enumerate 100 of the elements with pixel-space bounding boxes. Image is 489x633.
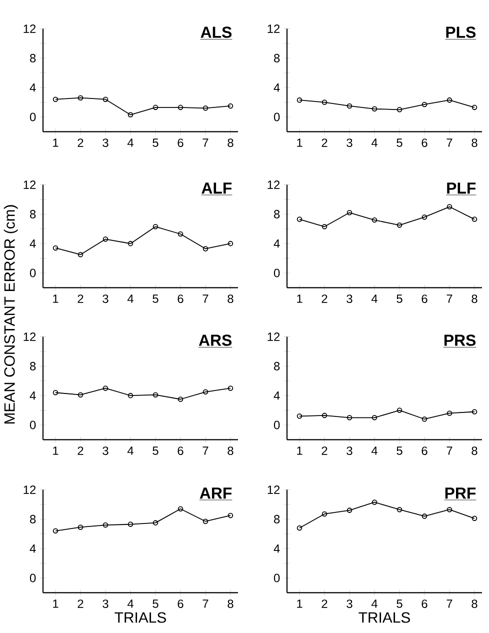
chart-title: PRF: [445, 488, 476, 499]
x-tick-label: 4: [371, 600, 378, 608]
y-tick-label: 8: [30, 514, 36, 524]
x-tick-label: 1: [297, 138, 302, 147]
point: [422, 416, 428, 422]
x-tick-label: 4: [127, 138, 134, 147]
x-tick-label: 6: [422, 294, 428, 304]
point: [446, 97, 452, 103]
y-tick-label: 0: [30, 574, 36, 582]
point: [372, 415, 378, 420]
point: [102, 386, 108, 391]
x-tick-label: 8: [472, 446, 478, 456]
point: [202, 106, 208, 111]
y-tick-label: 0: [274, 574, 280, 582]
point: [446, 410, 452, 416]
x-tick-label: 2: [78, 600, 84, 608]
y-tick-label: 4: [30, 544, 36, 553]
y-tick-label: 12: [24, 332, 36, 341]
point: [102, 522, 108, 528]
point: [78, 95, 84, 101]
point: [78, 524, 84, 530]
x-tick-label: 3: [102, 294, 108, 304]
x-tick-label: 1: [53, 446, 58, 455]
y-tick-label: 4: [274, 83, 280, 92]
y-tick-label: 4: [274, 544, 280, 553]
y-tick-label: 12: [268, 486, 280, 494]
point: [152, 224, 158, 230]
y-tick-label: 0: [30, 420, 36, 430]
x-tick-label: 8: [472, 138, 478, 148]
x-tick-label: 5: [152, 294, 158, 303]
y-tick-label: 12: [24, 486, 36, 494]
x-tick-label: 3: [102, 446, 108, 456]
point: [372, 500, 378, 505]
point: [446, 204, 452, 210]
x-tick-label: 7: [446, 138, 452, 147]
x-tick-label: 7: [446, 294, 452, 303]
y-tick-label: 0: [274, 268, 280, 278]
x-tick-label: 8: [472, 600, 478, 608]
point: [396, 222, 402, 228]
chart-title: ARF: [200, 488, 232, 499]
x-tick-label: 5: [396, 600, 402, 608]
x-tick-label: 6: [178, 600, 184, 608]
x-tick-label: 1: [297, 600, 302, 608]
point: [346, 508, 352, 513]
y-tick-label: 12: [24, 180, 36, 189]
x-tick-label: 7: [202, 294, 208, 303]
point: [422, 214, 428, 220]
point: [346, 210, 352, 216]
y-tick-label: 8: [274, 362, 280, 370]
x-axis-title: TRIALS: [114, 612, 166, 623]
point: [152, 104, 158, 110]
y-tick-label: 12: [268, 180, 280, 189]
point: [152, 392, 158, 398]
chart-title: ALF: [202, 182, 232, 194]
point: [422, 514, 428, 519]
x-tick-label: 4: [127, 600, 134, 608]
point: [78, 252, 84, 258]
x-tick-label: 8: [228, 138, 234, 148]
point: [128, 240, 134, 246]
x-tick-label: 5: [152, 138, 158, 147]
point: [396, 106, 402, 112]
point: [178, 104, 184, 110]
y-tick-label: 8: [30, 210, 36, 218]
chart-title: PRS: [444, 334, 476, 346]
point: [102, 96, 108, 102]
x-tick-label: 2: [322, 138, 328, 147]
x-tick-label: 1: [297, 294, 302, 303]
y-tick-label: 0: [30, 112, 36, 122]
x-tick-label: 5: [152, 446, 158, 455]
point: [178, 231, 184, 237]
point: [372, 106, 378, 112]
x-tick-label: 6: [422, 600, 428, 608]
x-tick-label: 2: [322, 294, 328, 303]
point: [422, 102, 428, 108]
y-tick-label: 8: [274, 210, 280, 218]
x-tick-label: 6: [178, 138, 184, 148]
x-tick-label: 7: [446, 446, 452, 455]
x-tick-label: 8: [228, 446, 234, 456]
y-tick-label: 8: [274, 514, 280, 524]
point: [202, 246, 208, 252]
x-tick-label: 7: [202, 446, 208, 455]
x-tick-label: 2: [322, 600, 328, 608]
x-tick-label: 3: [346, 294, 352, 304]
x-tick-label: 5: [396, 138, 402, 147]
x-tick-label: 3: [346, 446, 352, 456]
x-tick-label: 1: [53, 138, 58, 147]
point: [128, 522, 134, 527]
point: [346, 415, 352, 420]
x-tick-label: 2: [78, 446, 84, 455]
y-tick-label: 4: [30, 83, 36, 92]
point: [152, 520, 158, 526]
point: [322, 224, 328, 230]
x-tick-label: 4: [127, 446, 134, 455]
x-axis-title: TRIALS: [358, 612, 410, 623]
point: [346, 103, 352, 109]
x-tick-label: 5: [396, 294, 402, 303]
x-tick-label: 4: [371, 446, 378, 455]
point: [78, 392, 84, 398]
x-tick-label: 4: [127, 294, 134, 303]
point: [128, 112, 134, 118]
